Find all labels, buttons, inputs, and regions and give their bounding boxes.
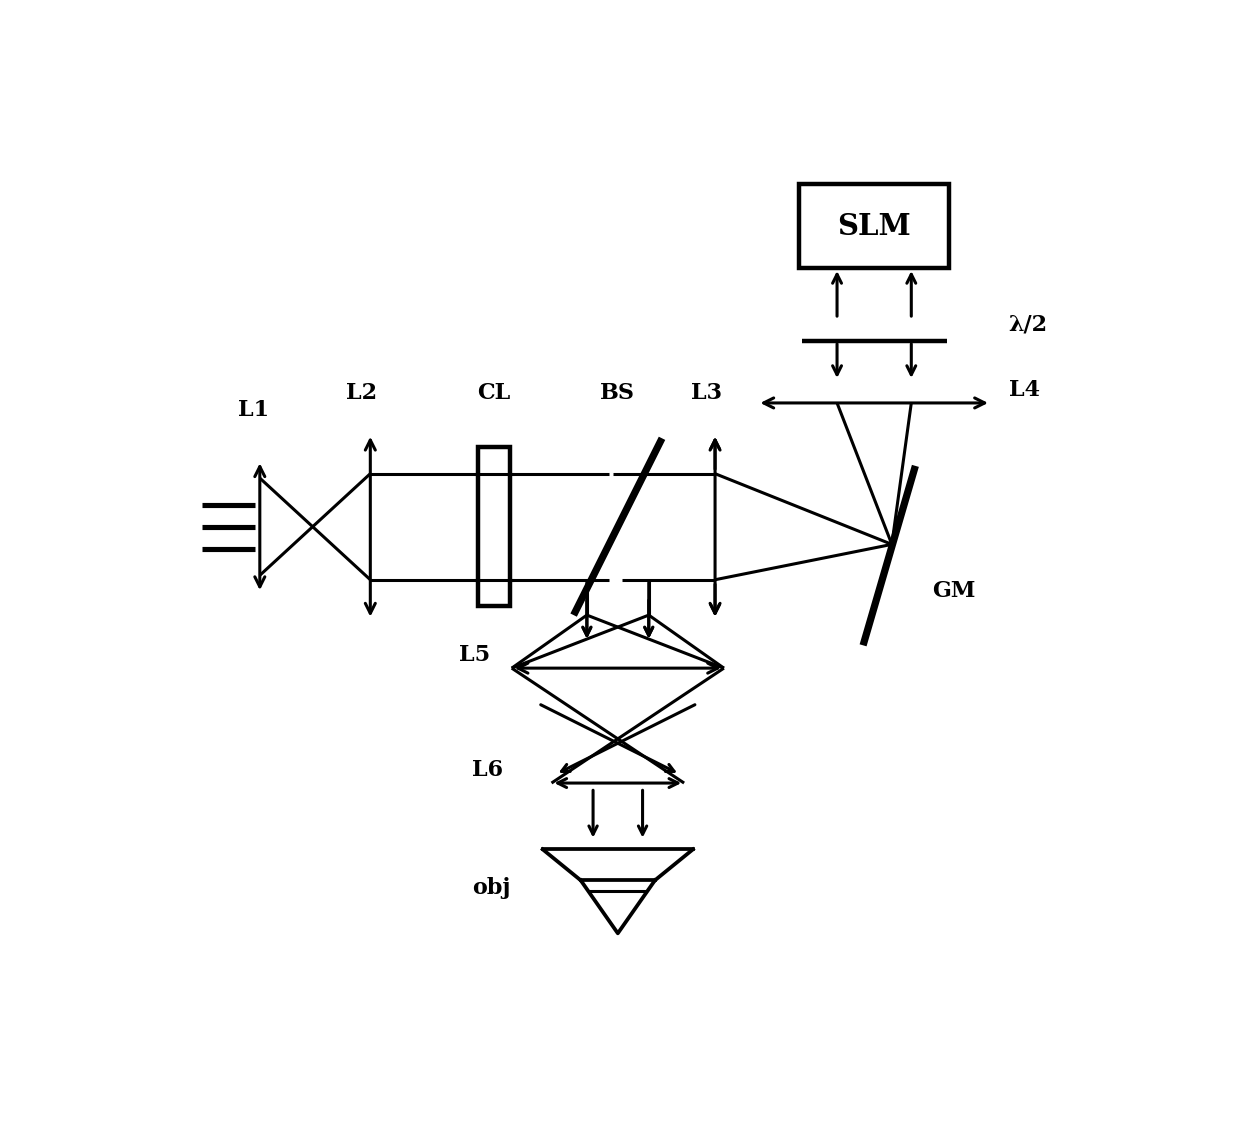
Text: L1: L1 xyxy=(238,400,269,421)
Text: L3: L3 xyxy=(691,381,722,404)
Text: obj: obj xyxy=(472,877,511,899)
Text: L2: L2 xyxy=(346,381,377,404)
Text: L6: L6 xyxy=(472,759,503,781)
Text: L4: L4 xyxy=(1008,379,1039,401)
Text: CL: CL xyxy=(477,381,511,404)
Text: BS: BS xyxy=(600,381,635,404)
Text: GM: GM xyxy=(931,581,975,603)
Text: λ/2: λ/2 xyxy=(1008,313,1048,335)
Text: SLM: SLM xyxy=(837,211,911,241)
Bar xyxy=(479,447,510,606)
Text: L5: L5 xyxy=(459,644,490,666)
Bar xyxy=(799,184,950,269)
